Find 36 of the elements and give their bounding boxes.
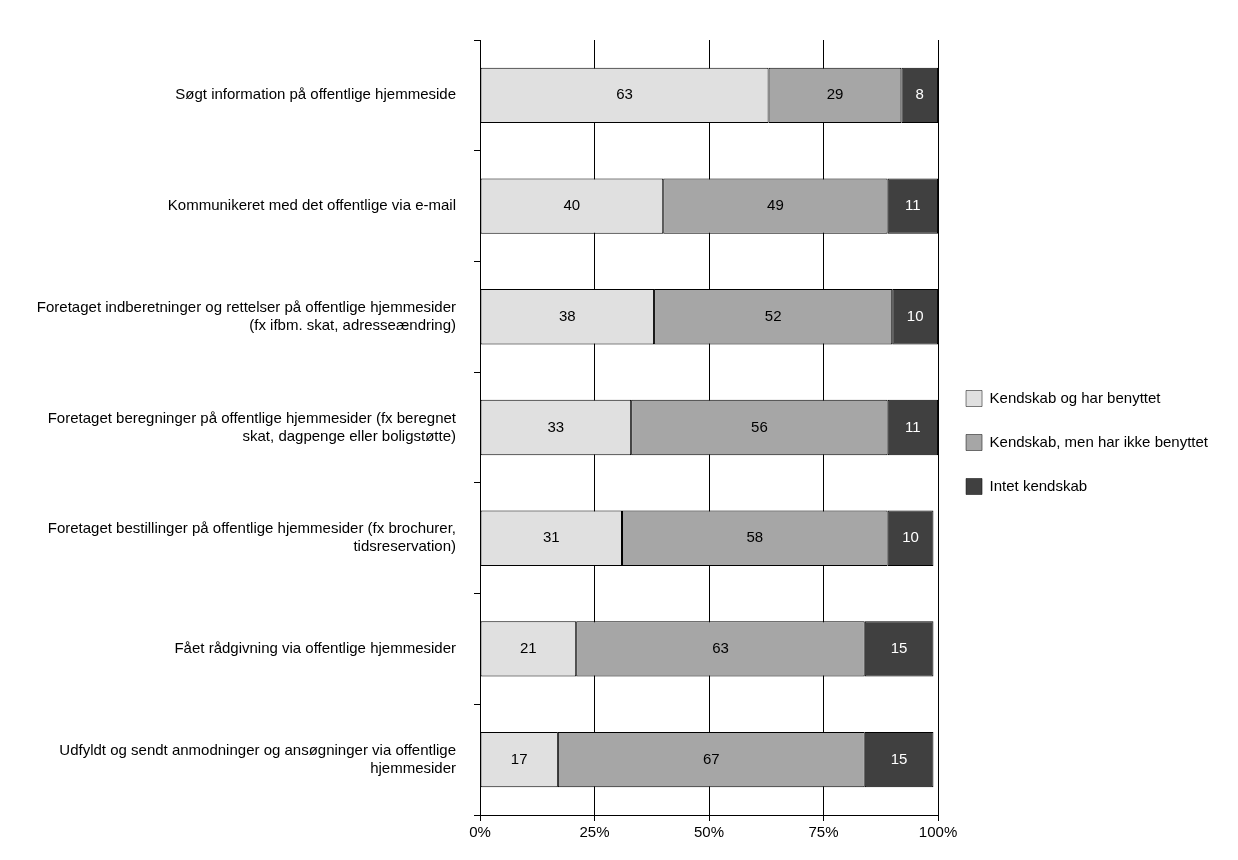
data-label: 33 bbox=[547, 417, 565, 435]
data-label: 40 bbox=[563, 196, 581, 214]
x-tick-label: 100% bbox=[918, 823, 958, 841]
x-tick-label: 50% bbox=[694, 823, 725, 841]
data-label: 11 bbox=[905, 196, 921, 214]
x-tick-label: 75% bbox=[808, 823, 839, 841]
x-tick-label: 25% bbox=[579, 823, 610, 841]
data-label: 49 bbox=[767, 196, 784, 214]
data-label: 58 bbox=[746, 528, 764, 546]
legend-label: Kendskab, men har ikke benyttet bbox=[989, 432, 1209, 450]
data-label: 8 bbox=[915, 85, 924, 103]
data-label: 29 bbox=[826, 85, 844, 103]
data-label: 56 bbox=[751, 417, 768, 435]
data-label: 63 bbox=[616, 85, 633, 103]
data-label: 15 bbox=[890, 639, 908, 657]
y-tick-label: Foretaget bestillinger på offentlige hjemmesider (fx brochurer, tidsreservation) bbox=[47, 519, 456, 555]
data-label: 63 bbox=[712, 639, 729, 657]
data-label: 10 bbox=[902, 528, 919, 546]
y-tick-label: Søgt information på offentlige hjemmeside bbox=[175, 85, 456, 103]
data-label: 52 bbox=[764, 306, 782, 324]
data-label: 38 bbox=[558, 306, 576, 324]
data-label: 17 bbox=[510, 749, 528, 767]
data-label: 31 bbox=[542, 528, 560, 546]
y-tick-label: Foretaget indberetninger og rettelser på offentlige hjemmesider (fx ifbm. skat, adresseændring) bbox=[36, 297, 456, 333]
y-tick-label: Foretaget beregninger på offentlige hjemmesider (fx beregnet skat, dagpenge eller boligstøtte) bbox=[47, 408, 457, 444]
legend-label: Intet kendskab bbox=[989, 476, 1088, 494]
y-tick-label: Udfyldt og sendt anmodninger og ansøgninger via offentlige hjemmesider bbox=[59, 740, 456, 776]
x-tick-label: 0% bbox=[469, 823, 491, 841]
data-label: 15 bbox=[890, 749, 908, 767]
y-tick-label: Fået rådgivning via offentlige hjemmesider bbox=[174, 639, 456, 657]
data-label: 10 bbox=[906, 306, 924, 324]
y-tick-label: Kommunikeret med det offentlige via e-mail bbox=[167, 196, 456, 214]
data-label: 67 bbox=[702, 749, 720, 767]
data-label: 21 bbox=[520, 639, 537, 657]
legend-label: Kendskab og har benyttet bbox=[989, 388, 1162, 406]
data-label: 11 bbox=[905, 417, 921, 435]
